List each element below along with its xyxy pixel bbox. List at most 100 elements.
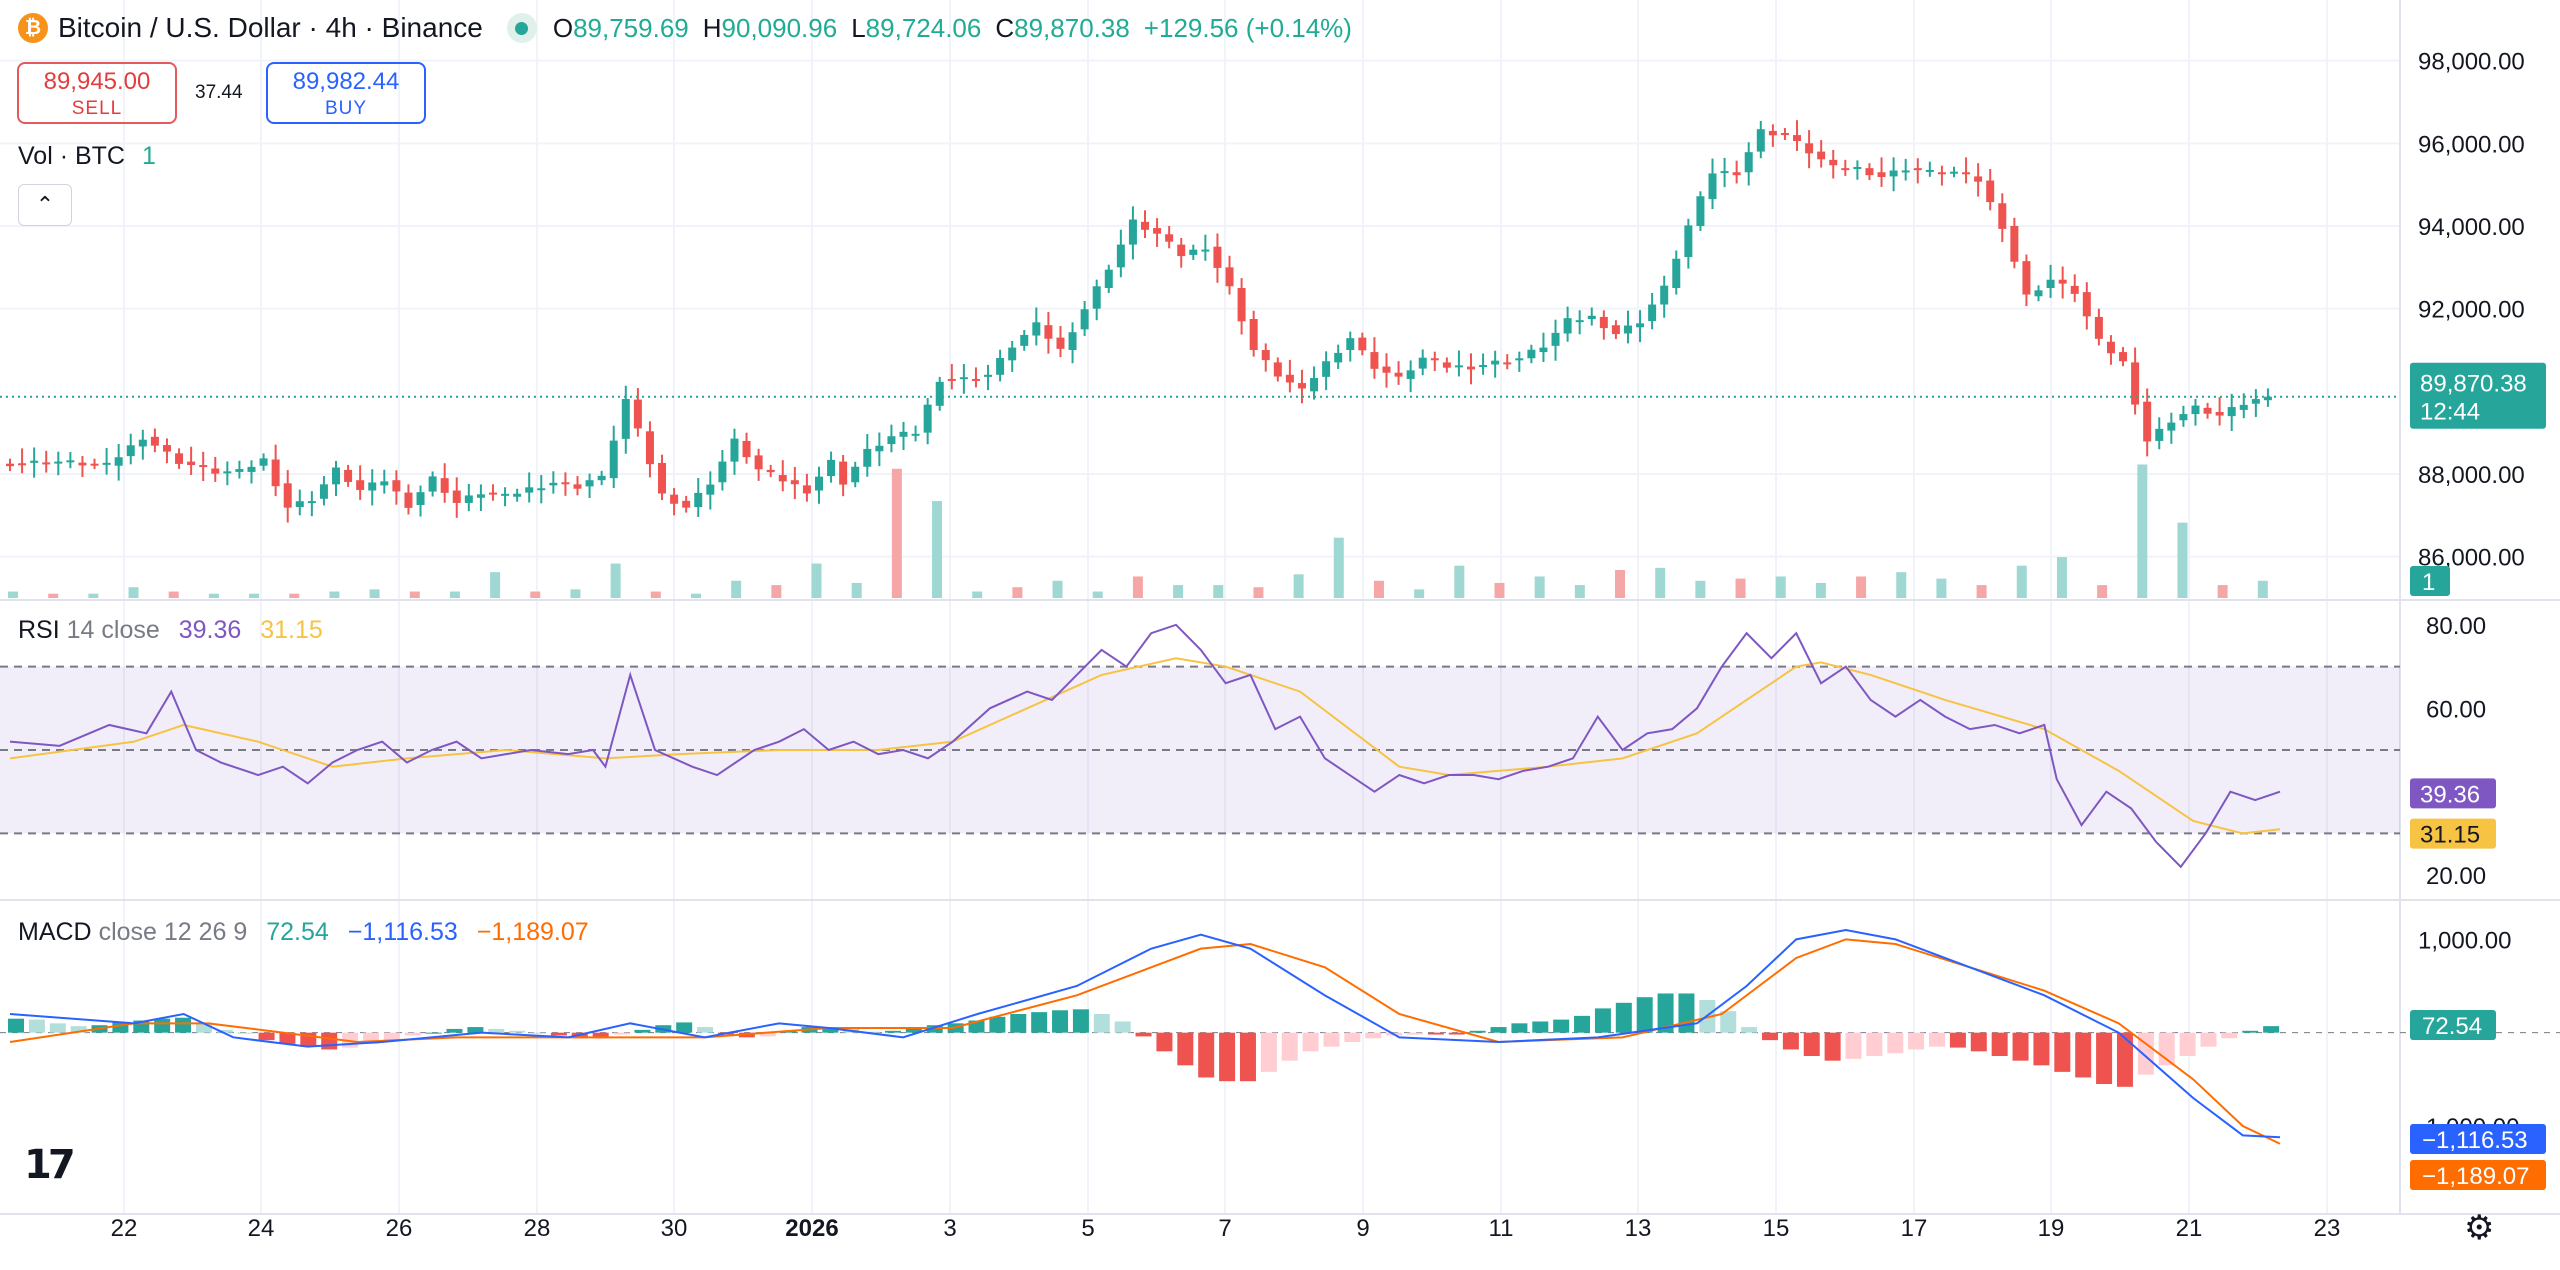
volume-bar bbox=[1414, 589, 1425, 598]
time-axis-tick: 7 bbox=[1218, 1215, 1231, 1242]
tradingview-logo[interactable]: 17 bbox=[24, 1142, 76, 1188]
candle-body bbox=[1442, 362, 1451, 368]
time-axis-tick: 11 bbox=[1489, 1215, 1514, 1242]
candle-body bbox=[827, 459, 836, 477]
candle-body bbox=[718, 461, 727, 483]
volume-bar bbox=[891, 468, 902, 598]
candle-body bbox=[368, 482, 377, 491]
volume-bar bbox=[409, 591, 420, 598]
collapse-legend-button[interactable]: ⌃ bbox=[18, 184, 72, 226]
candle-body bbox=[2251, 399, 2260, 404]
ohlc-values: O89,759.69 H90,090.96 L89,724.06 C89,870… bbox=[553, 13, 1352, 44]
symbol-title[interactable]: Bitcoin / U.S. Dollar · 4h · Binance bbox=[58, 12, 483, 43]
sell-button[interactable]: 89,945.00 SELL bbox=[17, 62, 177, 124]
volume-bar bbox=[2217, 585, 2228, 598]
candle-body bbox=[440, 478, 449, 493]
candle-body bbox=[1225, 267, 1234, 287]
candle-body bbox=[984, 374, 993, 377]
macd-hist-bar bbox=[2242, 1030, 2259, 1033]
candle-body bbox=[1141, 221, 1149, 230]
macd-hist-badge bbox=[2410, 1009, 2496, 1040]
candle-body bbox=[1370, 352, 1379, 369]
candle-body bbox=[1599, 316, 1608, 329]
time-axis-tick: 17 bbox=[1901, 1215, 1928, 1242]
candle-body bbox=[2263, 396, 2272, 401]
candle-body bbox=[78, 462, 87, 466]
candle-body bbox=[1527, 349, 1536, 359]
candle-body bbox=[1901, 170, 1910, 173]
candle-body bbox=[658, 462, 667, 494]
candle-body bbox=[1237, 288, 1246, 322]
time-axis-tick: 15 bbox=[1763, 1215, 1790, 1242]
time-axis-tick: 9 bbox=[1356, 1215, 1369, 1242]
candle-body bbox=[1575, 320, 1584, 323]
candle-body bbox=[1418, 357, 1427, 369]
candle-body bbox=[1092, 286, 1101, 309]
volume-legend[interactable]: Vol · BTC 1 bbox=[18, 142, 156, 171]
volume-badge-value: 1 bbox=[2422, 569, 2435, 596]
candle-body bbox=[1937, 172, 1946, 175]
settings-gear-icon[interactable]: ⚙ bbox=[2464, 1209, 2495, 1247]
volume-bar bbox=[1213, 585, 1224, 598]
macd-signal-legend-value: −1,189.07 bbox=[476, 918, 589, 946]
candle-body bbox=[1467, 366, 1476, 370]
candle-body bbox=[247, 466, 256, 472]
macd-hist-bar bbox=[383, 1032, 400, 1041]
rsi-legend-params: 14 close bbox=[66, 616, 160, 644]
candle-body bbox=[1201, 249, 1210, 252]
candle-body bbox=[1974, 176, 1983, 182]
time-axis-tick: 22 bbox=[111, 1215, 138, 1242]
buy-button[interactable]: 89,982.44 BUY bbox=[266, 62, 426, 124]
market-open-status-icon[interactable] bbox=[506, 13, 537, 43]
volume-bar bbox=[731, 580, 742, 598]
candle-body bbox=[66, 460, 75, 463]
open-key: O bbox=[552, 12, 574, 43]
volume-bar bbox=[530, 591, 541, 598]
volume-bar bbox=[2137, 464, 2148, 598]
candle-body bbox=[1382, 366, 1391, 373]
candle-body bbox=[1998, 203, 2007, 229]
macd-hist-bar bbox=[28, 1019, 45, 1033]
volume-bar bbox=[1856, 576, 1867, 598]
macd-hist-bar bbox=[592, 1032, 609, 1039]
macd-hist-bar bbox=[1156, 1032, 1173, 1052]
rsi-legend[interactable]: RSI 14 close 39.36 31.15 bbox=[18, 616, 323, 645]
candle-body bbox=[899, 431, 908, 437]
macd-hist-bar bbox=[1636, 997, 1653, 1033]
volume-bar bbox=[1735, 578, 1746, 598]
volume-bar bbox=[449, 591, 460, 598]
volume-bar bbox=[1574, 585, 1585, 598]
candle-body bbox=[259, 458, 268, 466]
candle-body bbox=[416, 492, 425, 505]
macd-hist-bar bbox=[613, 1032, 630, 1035]
candle-body bbox=[1213, 246, 1222, 268]
macd-legend[interactable]: MACD close 12 26 9 72.54 −1,116.53 −1,18… bbox=[18, 918, 589, 947]
candle-body bbox=[18, 463, 27, 466]
rsi-value-badge-text: 39.36 bbox=[2420, 781, 2480, 808]
time-axis-tick: 3 bbox=[943, 1215, 956, 1242]
macd-hist-bar bbox=[362, 1032, 379, 1044]
macd-signal-badge bbox=[2410, 1160, 2546, 1190]
price-axis-tick: 94,000.00 bbox=[2418, 214, 2525, 241]
macd-hist-bar bbox=[1010, 1014, 1027, 1033]
candle-body bbox=[694, 492, 703, 508]
volume-bar bbox=[1012, 587, 1023, 598]
time-axis-tick: 2026 bbox=[785, 1215, 838, 1242]
volume-bar bbox=[128, 587, 139, 598]
volume-bar bbox=[48, 593, 59, 598]
macd-hist-bar bbox=[550, 1032, 567, 1036]
macd-hist-bar bbox=[1866, 1032, 1883, 1056]
volume-bar bbox=[1615, 570, 1626, 598]
candle-body bbox=[1793, 135, 1802, 142]
macd-legend-name: MACD bbox=[18, 918, 92, 946]
macd-hist-bar bbox=[404, 1032, 421, 1036]
macd-hist-bar bbox=[1553, 1019, 1570, 1033]
macd-hist-bar bbox=[1365, 1032, 1382, 1039]
macd-hist-bar bbox=[697, 1027, 714, 1033]
candle-body bbox=[2131, 362, 2140, 405]
candle-body bbox=[476, 494, 485, 498]
volume-bar bbox=[1534, 576, 1545, 598]
candle-body bbox=[1877, 172, 1886, 177]
candle-body bbox=[319, 484, 328, 499]
